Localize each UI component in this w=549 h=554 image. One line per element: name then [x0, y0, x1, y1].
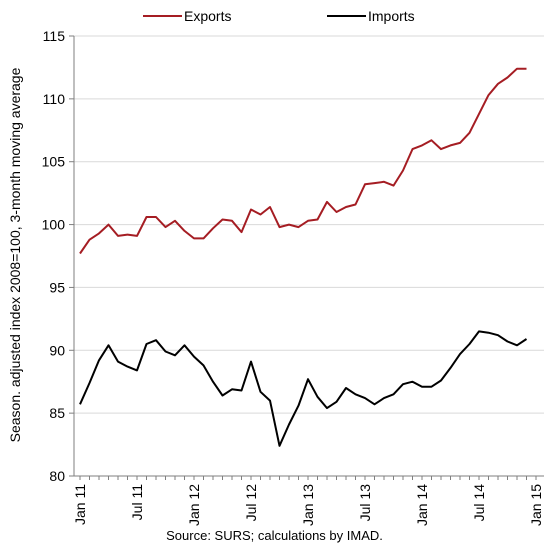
x-axis-ticks: Jan 11 Jul 11 Jan 12 Jul 12 Jan 13 Jul 13 Jan … [72, 476, 544, 526]
x-tick-label-jul-13: Jul 13 [357, 484, 373, 522]
gridlines [74, 35, 544, 414]
series-line-exports [79, 67, 527, 255]
y-tick-label-110: 110 [43, 91, 66, 107]
y-axis-title: Season. adjusted index 2008=100, 3-month… [7, 67, 23, 442]
y-tick-label-90: 90 [49, 342, 65, 358]
y-tick-label-115: 115 [43, 28, 66, 44]
chart-source-note: Source: SURS; calculations by IMAD. [166, 528, 383, 543]
legend-exports-label: Exports [184, 8, 231, 24]
y-tick-label-85: 85 [49, 405, 65, 421]
y-tick-label-105: 105 [42, 154, 66, 170]
y-axis-ticks: 80 85 90 95 100 105 110 115 [42, 28, 74, 484]
x-tick-label-jul-12: Jul 12 [243, 484, 259, 522]
chart-legend: Exports Imports [143, 8, 415, 24]
x-tick-label-jan-15: Jan 15 [528, 484, 544, 526]
x-tick-label-jan-14: Jan 14 [414, 484, 430, 526]
x-tick-label-jul-11: Jul 11 [129, 484, 145, 521]
x-tick-label-jul-14: Jul 14 [471, 484, 487, 522]
data-series [79, 67, 528, 447]
y-tick-label-95: 95 [49, 279, 65, 295]
y-tick-label-100: 100 [42, 217, 66, 233]
x-tick-label-jan-12: Jan 12 [186, 484, 202, 526]
series-line-imports [79, 330, 528, 447]
x-tick-label-jan-11: Jan 11 [72, 484, 88, 525]
legend-imports-label: Imports [368, 8, 415, 24]
y-tick-label-80: 80 [49, 468, 65, 484]
x-tick-label-jan-13: Jan 13 [300, 484, 316, 526]
axes [73, 36, 544, 477]
